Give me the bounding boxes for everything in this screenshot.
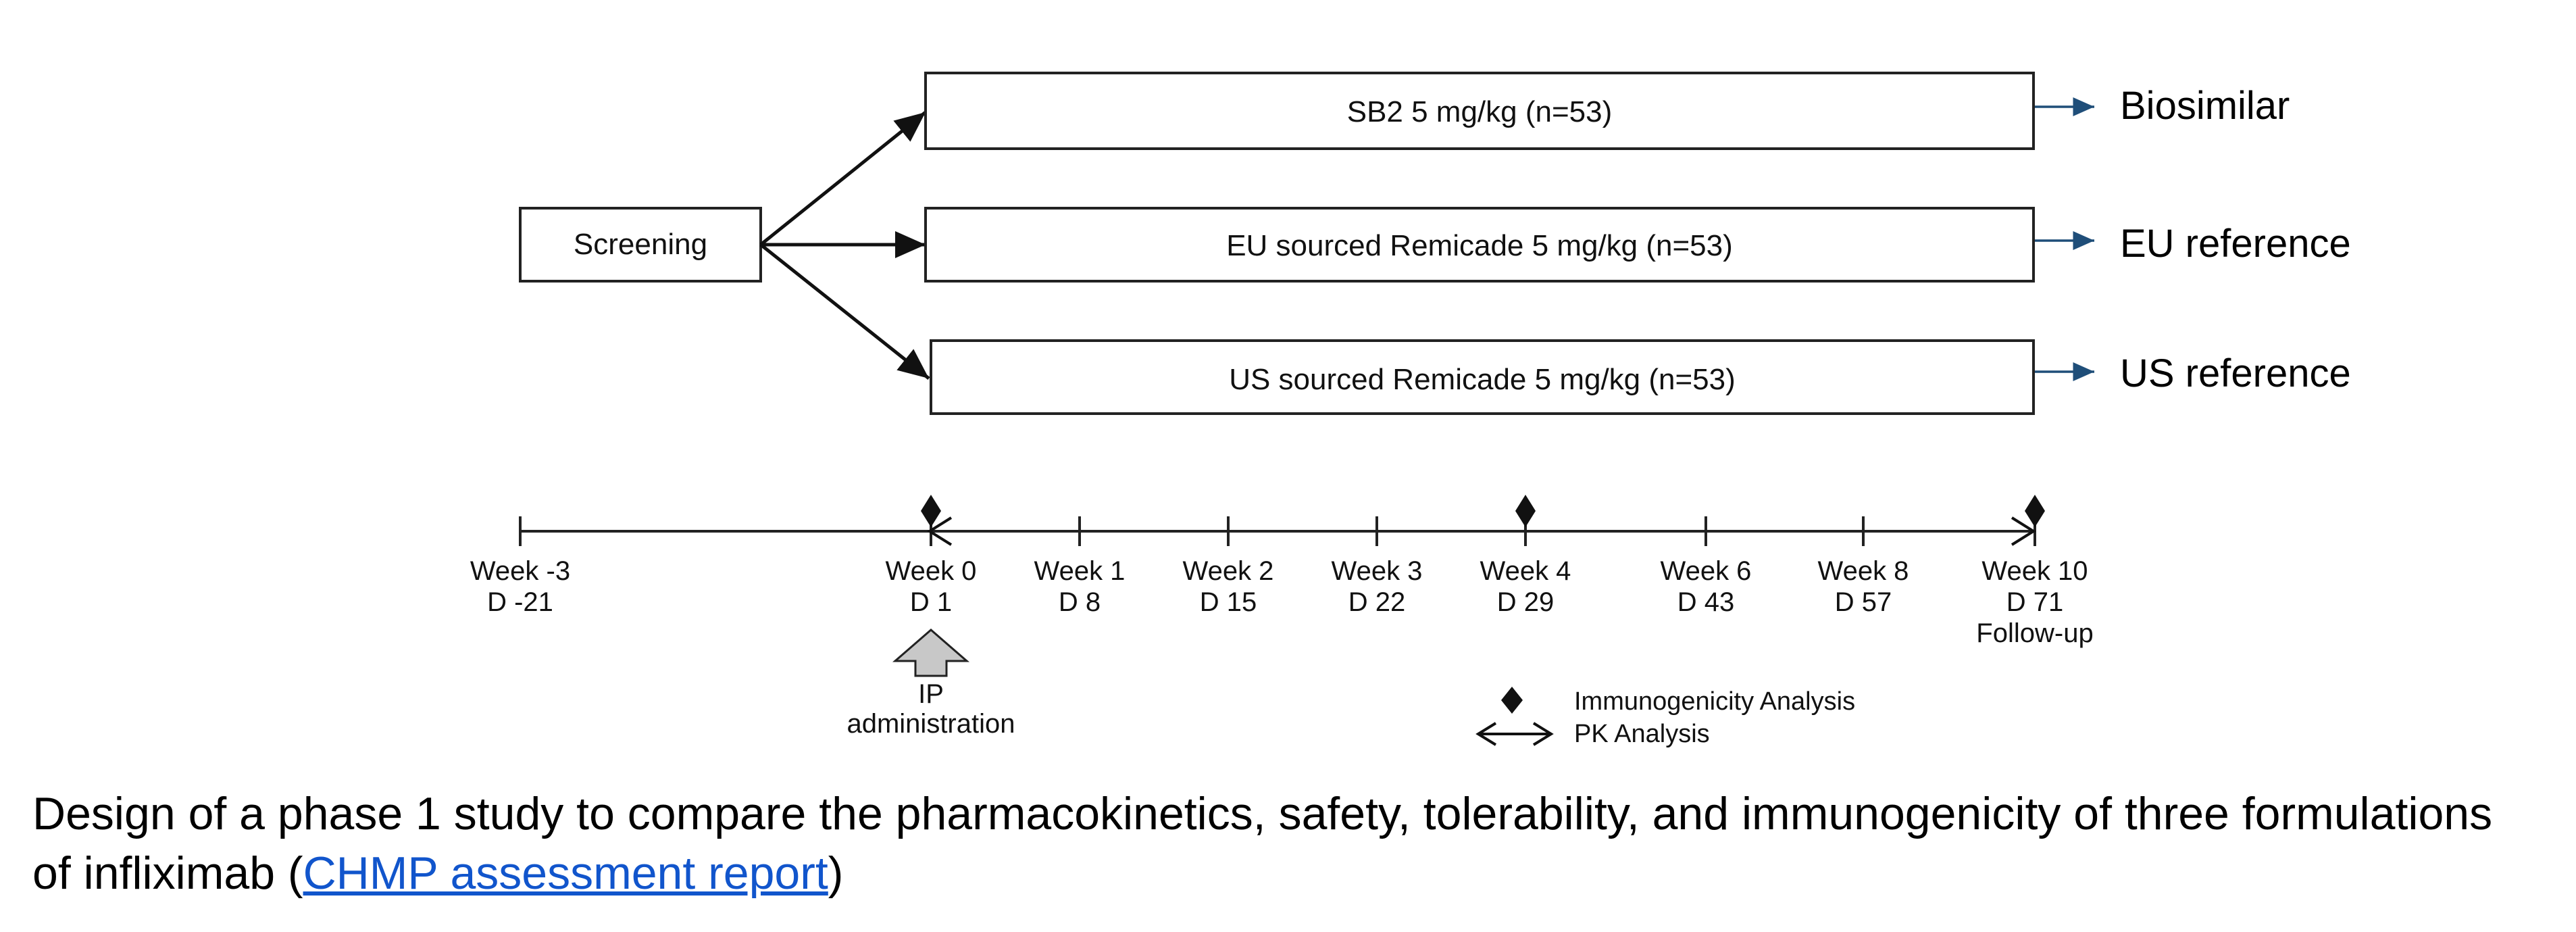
- legend-pk-label: PK Analysis: [1574, 720, 1710, 748]
- branch-arrow-us: [759, 243, 930, 380]
- tick-day-label: D 1: [910, 587, 952, 617]
- caption-text: Design of a phase 1 study to compare the…: [32, 788, 2493, 899]
- tick-day-label: D 43: [1677, 587, 1735, 617]
- ip-administration-arrow: [892, 629, 970, 677]
- tick-week-label: Week 3: [1332, 556, 1423, 586]
- tick-week-label: Week 1: [1034, 556, 1126, 586]
- tick-day-label: D 57: [1835, 587, 1892, 617]
- tick-week-label: Week 4: [1480, 556, 1571, 586]
- outcome-label-biosimilar: Biosimilar: [2120, 84, 2290, 128]
- arm-box-sb2: [924, 72, 2035, 150]
- ip-label-line2: administration: [847, 709, 1015, 739]
- tick-note-label: Follow-up: [1976, 618, 2093, 648]
- arm-box-eu: [924, 207, 2035, 283]
- caption-close: ): [828, 848, 844, 899]
- arm-label-us: US sourced Remicade 5 mg/kg (n=53): [1229, 363, 1736, 396]
- figure-caption: Design of a phase 1 study to compare the…: [32, 784, 2532, 903]
- timeline-labels: Week -3D -21 Week 0D 1 Week 1D 8 Week 2D 15…: [470, 556, 2094, 648]
- tick-week-label: Week 6: [1661, 556, 1752, 586]
- tick-day-label: D 22: [1348, 587, 1406, 617]
- legend-double-arrow-left-head: [1475, 722, 1497, 746]
- arm-label-eu: EU sourced Remicade 5 mg/kg (n=53): [1226, 229, 1733, 262]
- immunogenicity-diamond-icon: [921, 495, 941, 527]
- ip-label-line1: IP: [918, 679, 944, 709]
- tick-week-label: Week 8: [1818, 556, 1909, 586]
- arm-box-us: [930, 339, 2035, 415]
- pk-arrow-left-head: [927, 516, 953, 546]
- tick-week-label: Week 2: [1183, 556, 1274, 586]
- tick-day-label: D 29: [1497, 587, 1555, 617]
- immunogenicity-diamond-icon: [2025, 495, 2045, 527]
- legend-immunogenicity-label: Immunogenicity Analysis: [1574, 687, 1855, 716]
- tick-week-label: Week -3: [470, 556, 570, 586]
- legend-diamond-icon: [1501, 687, 1523, 714]
- branch-arrow-sb2: [759, 111, 927, 246]
- chmp-report-link[interactable]: CHMP assessment report: [303, 848, 828, 899]
- tick-week-label: Week 10: [1981, 556, 2088, 586]
- pk-arrow-right-head: [2011, 516, 2036, 546]
- tick-day-label: D 71: [2006, 587, 2064, 617]
- tick-day-label: D 8: [1059, 587, 1101, 617]
- screening-label: Screening: [574, 228, 707, 261]
- screening-box: [519, 207, 762, 283]
- outcome-label-eu: EU reference: [2120, 222, 2351, 266]
- immunogenicity-diamond-icon: [1515, 495, 1536, 527]
- arm-label-sb2: SB2 5 mg/kg (n=53): [1347, 95, 1613, 128]
- outcome-label-us: US reference: [2120, 351, 2351, 395]
- tick-day-label: D -21: [487, 587, 553, 617]
- immunogenicity-markers: [921, 495, 2045, 527]
- legend-double-arrow-right-head: [1532, 722, 1554, 746]
- tick-week-label: Week 0: [886, 556, 977, 586]
- tick-day-label: D 15: [1200, 587, 1257, 617]
